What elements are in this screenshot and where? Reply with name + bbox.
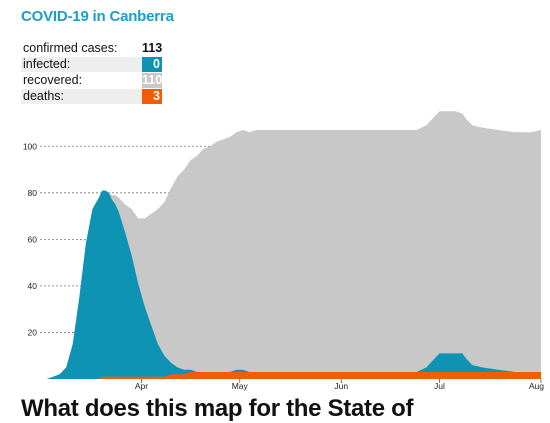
stat-value-infected: 0 bbox=[142, 57, 162, 72]
recovered-area bbox=[40, 111, 541, 380]
stat-row-confirmed: confirmed cases: 113 bbox=[21, 41, 162, 56]
stat-row-infected: infected: 0 bbox=[21, 57, 162, 72]
stat-label-deaths: deaths: bbox=[23, 89, 65, 103]
y-tick-label: 20 bbox=[28, 327, 38, 337]
x-tick-label: Jun bbox=[334, 381, 348, 391]
x-tick-label: Apr bbox=[135, 381, 148, 391]
stat-label-recovered: recovered: bbox=[23, 73, 83, 87]
stats-table: confirmed cases: 113 infected: 0 recover… bbox=[21, 41, 162, 105]
x-axis-ticks: Apr May Jun Jul Aug bbox=[135, 379, 544, 391]
y-axis-ticks: 20 40 60 80 100 bbox=[23, 141, 37, 337]
stat-row-deaths: deaths: 3 bbox=[21, 89, 162, 104]
page-title: COVID-19 in Canberra bbox=[21, 8, 174, 25]
y-tick-label: 100 bbox=[23, 141, 37, 151]
x-tick-label: May bbox=[232, 381, 249, 391]
stat-label-infected: infected: bbox=[23, 57, 71, 71]
area-series bbox=[40, 111, 541, 380]
y-tick-label: 60 bbox=[28, 234, 38, 244]
stat-value-deaths: 3 bbox=[142, 89, 162, 104]
x-tick-label: Jul bbox=[434, 381, 445, 391]
article-headline: What does this map for the State of bbox=[21, 395, 414, 422]
x-tick-label: Aug bbox=[529, 381, 544, 391]
stat-row-recovered: recovered: 110 bbox=[21, 73, 162, 88]
covid-area-chart: 20 40 60 80 100 Apr May Jun Jul Aug bbox=[23, 111, 544, 391]
y-tick-label: 40 bbox=[28, 281, 38, 291]
stat-value-confirmed: 113 bbox=[142, 41, 163, 56]
stat-value-recovered: 110 bbox=[142, 73, 163, 88]
infected-area bbox=[40, 190, 541, 379]
y-tick-label: 80 bbox=[28, 188, 38, 198]
deaths-area bbox=[40, 372, 541, 379]
stat-label-confirmed: confirmed cases: bbox=[23, 41, 118, 55]
